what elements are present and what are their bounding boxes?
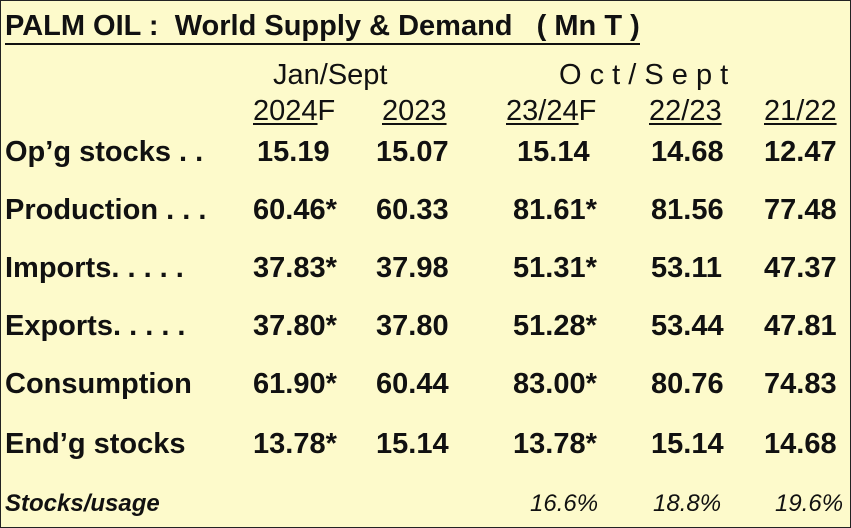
table-cell: 15.19 xyxy=(257,136,330,168)
table-cell: 60.44 xyxy=(376,368,449,400)
table-cell: 13.78* xyxy=(253,428,337,460)
stocks-usage-value: 19.6% xyxy=(775,490,844,517)
table-cell: 14.68 xyxy=(764,428,837,460)
row-label-imports: Imports. . . . . xyxy=(5,252,184,284)
table-cell: 13.78* xyxy=(513,428,597,460)
table-cell: 37.98 xyxy=(376,252,449,284)
table-cell: 37.80 xyxy=(376,310,449,342)
table-cell: 74.83 xyxy=(764,368,837,400)
table-cell: 53.11 xyxy=(651,252,722,284)
table-cell: 60.33 xyxy=(376,194,449,226)
table-cell: 53.44 xyxy=(651,310,724,342)
table-cell: 61.90* xyxy=(253,368,337,400)
table-cell: 81.61* xyxy=(513,194,597,226)
table-cell: 51.28* xyxy=(513,310,597,342)
year-header-23-24f: 23/24F xyxy=(506,95,597,127)
year-header-2023: 2023 xyxy=(382,95,447,127)
table-cell: 15.14 xyxy=(651,428,724,460)
stocks-usage-value: 18.8% xyxy=(653,490,722,517)
row-label-opening-stocks: Op’g stocks . . xyxy=(5,136,204,168)
row-label-stocks-usage: Stocks/usage xyxy=(5,490,160,517)
header-oct-sept: O c t / S e p t xyxy=(559,59,729,91)
table-cell: 15.14 xyxy=(376,428,449,460)
year-header-2024f: 2024F xyxy=(253,95,336,127)
table-cell: 37.80* xyxy=(253,310,337,342)
year-header-21-22: 21/22 xyxy=(764,95,837,127)
table-cell: 60.46* xyxy=(253,194,337,226)
row-label-consumption: Consumption xyxy=(5,368,192,400)
row-label-ending-stocks: End’g stocks xyxy=(5,428,186,460)
header-jan-sept: Jan/Sept xyxy=(273,59,388,91)
table-cell: 51.31* xyxy=(513,252,597,284)
table-title: PALM OIL : World Supply & Demand ( Mn T … xyxy=(5,9,640,45)
table-cell: 14.68 xyxy=(651,136,724,168)
table-cell: 12.47 xyxy=(764,136,837,168)
table-cell: 80.76 xyxy=(651,368,724,400)
row-label-production: Production . . . xyxy=(5,194,207,226)
table-cell: 83.00* xyxy=(513,368,597,400)
table-cell: 47.81 xyxy=(764,310,837,342)
table-cell: 47.37 xyxy=(764,252,837,284)
year-header-22-23: 22/23 xyxy=(649,95,722,127)
table-cell: 15.07 xyxy=(376,136,449,168)
table-cell: 15.14 xyxy=(517,136,590,168)
table-cell: 77.48 xyxy=(764,194,837,226)
table-cell: 37.83* xyxy=(253,252,337,284)
row-label-exports: Exports. . . . . xyxy=(5,310,186,342)
stocks-usage-value: 16.6% xyxy=(530,490,599,517)
table-cell: 81.56 xyxy=(651,194,724,226)
